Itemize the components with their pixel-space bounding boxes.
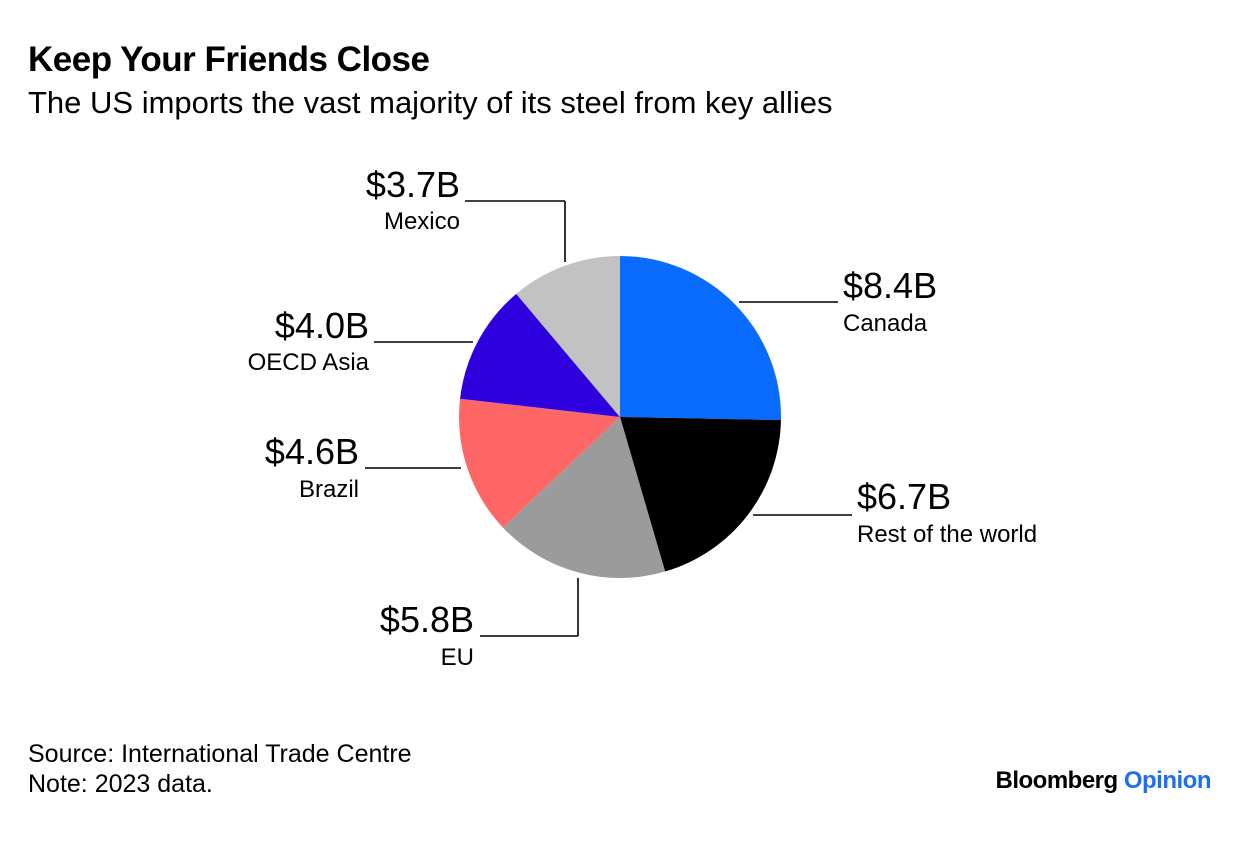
category-label-mexico: Mexico: [384, 208, 460, 235]
pie-slice-eu: [502, 417, 666, 579]
value-label-canada: $8.4B: [843, 265, 937, 306]
category-label-brazil: Brazil: [299, 476, 359, 503]
value-label-eu: $5.8B: [380, 599, 474, 640]
source-note: Source: International Trade Centre: [28, 740, 412, 768]
pie-slice-rest-of-the-world: [620, 417, 781, 572]
category-label-canada: Canada: [843, 310, 928, 337]
brand-logo: Bloomberg Opinion: [996, 767, 1212, 795]
pie-slice-brazil: [459, 398, 620, 528]
chart-subtitle: The US imports the vast majority of its …: [28, 85, 833, 120]
pie-slice-canada: [620, 256, 781, 421]
pie-slice-oecd-asia: [460, 293, 620, 417]
category-label-eu: EU: [441, 644, 474, 671]
chart-title: Keep Your Friends Close: [28, 40, 430, 79]
brand-name: Bloomberg: [995, 767, 1119, 794]
category-label-oecd-asia: OECD Asia: [248, 349, 370, 376]
value-label-brazil: $4.6B: [265, 431, 359, 472]
data-note: Note: 2023 data.: [28, 770, 213, 798]
brand-product: Opinion: [1123, 767, 1212, 794]
pie-slice-mexico: [516, 256, 620, 417]
value-label-rest-of-the-world: $6.7B: [857, 476, 951, 517]
value-label-mexico: $3.7B: [366, 164, 460, 205]
value-label-oecd-asia: $4.0B: [275, 305, 369, 346]
category-label-rest-of-the-world: Rest of the world: [857, 521, 1037, 548]
